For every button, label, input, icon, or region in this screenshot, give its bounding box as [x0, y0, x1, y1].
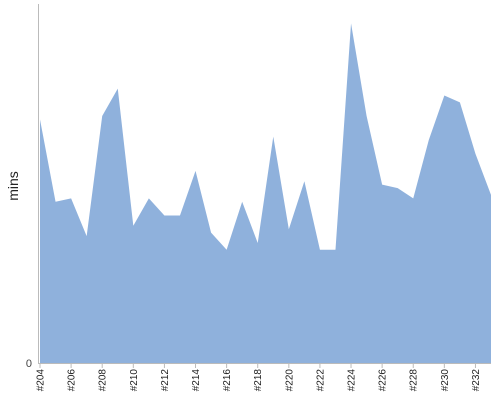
y-tick-label: 0: [26, 358, 32, 370]
x-tick-label: #224: [347, 369, 358, 392]
x-tick-label: #230: [440, 369, 451, 392]
x-tick-label: #232: [471, 369, 482, 392]
plot-area: [40, 23, 491, 364]
x-tick-label: #220: [284, 369, 295, 392]
x-tick-label: #206: [67, 369, 78, 392]
x-tick-label: #228: [409, 369, 420, 392]
x-tick-label: #212: [160, 369, 171, 392]
x-tick-label: #216: [222, 369, 233, 392]
x-tick-label: #218: [253, 369, 264, 392]
x-tick-label: #210: [129, 369, 140, 392]
x-tick-label: #222: [315, 369, 326, 392]
y-axis-label: mins: [5, 171, 21, 201]
x-tick-label: #208: [98, 369, 109, 392]
series-area-0: [40, 23, 491, 364]
x-tick-label: #226: [378, 369, 389, 392]
x-tick-label: #204: [36, 369, 47, 392]
axes: 0 #204 #206 #208 #210 #212 #214 #216 #218 #220 #22…: [26, 4, 491, 391]
x-tick-label: #214: [191, 369, 202, 392]
